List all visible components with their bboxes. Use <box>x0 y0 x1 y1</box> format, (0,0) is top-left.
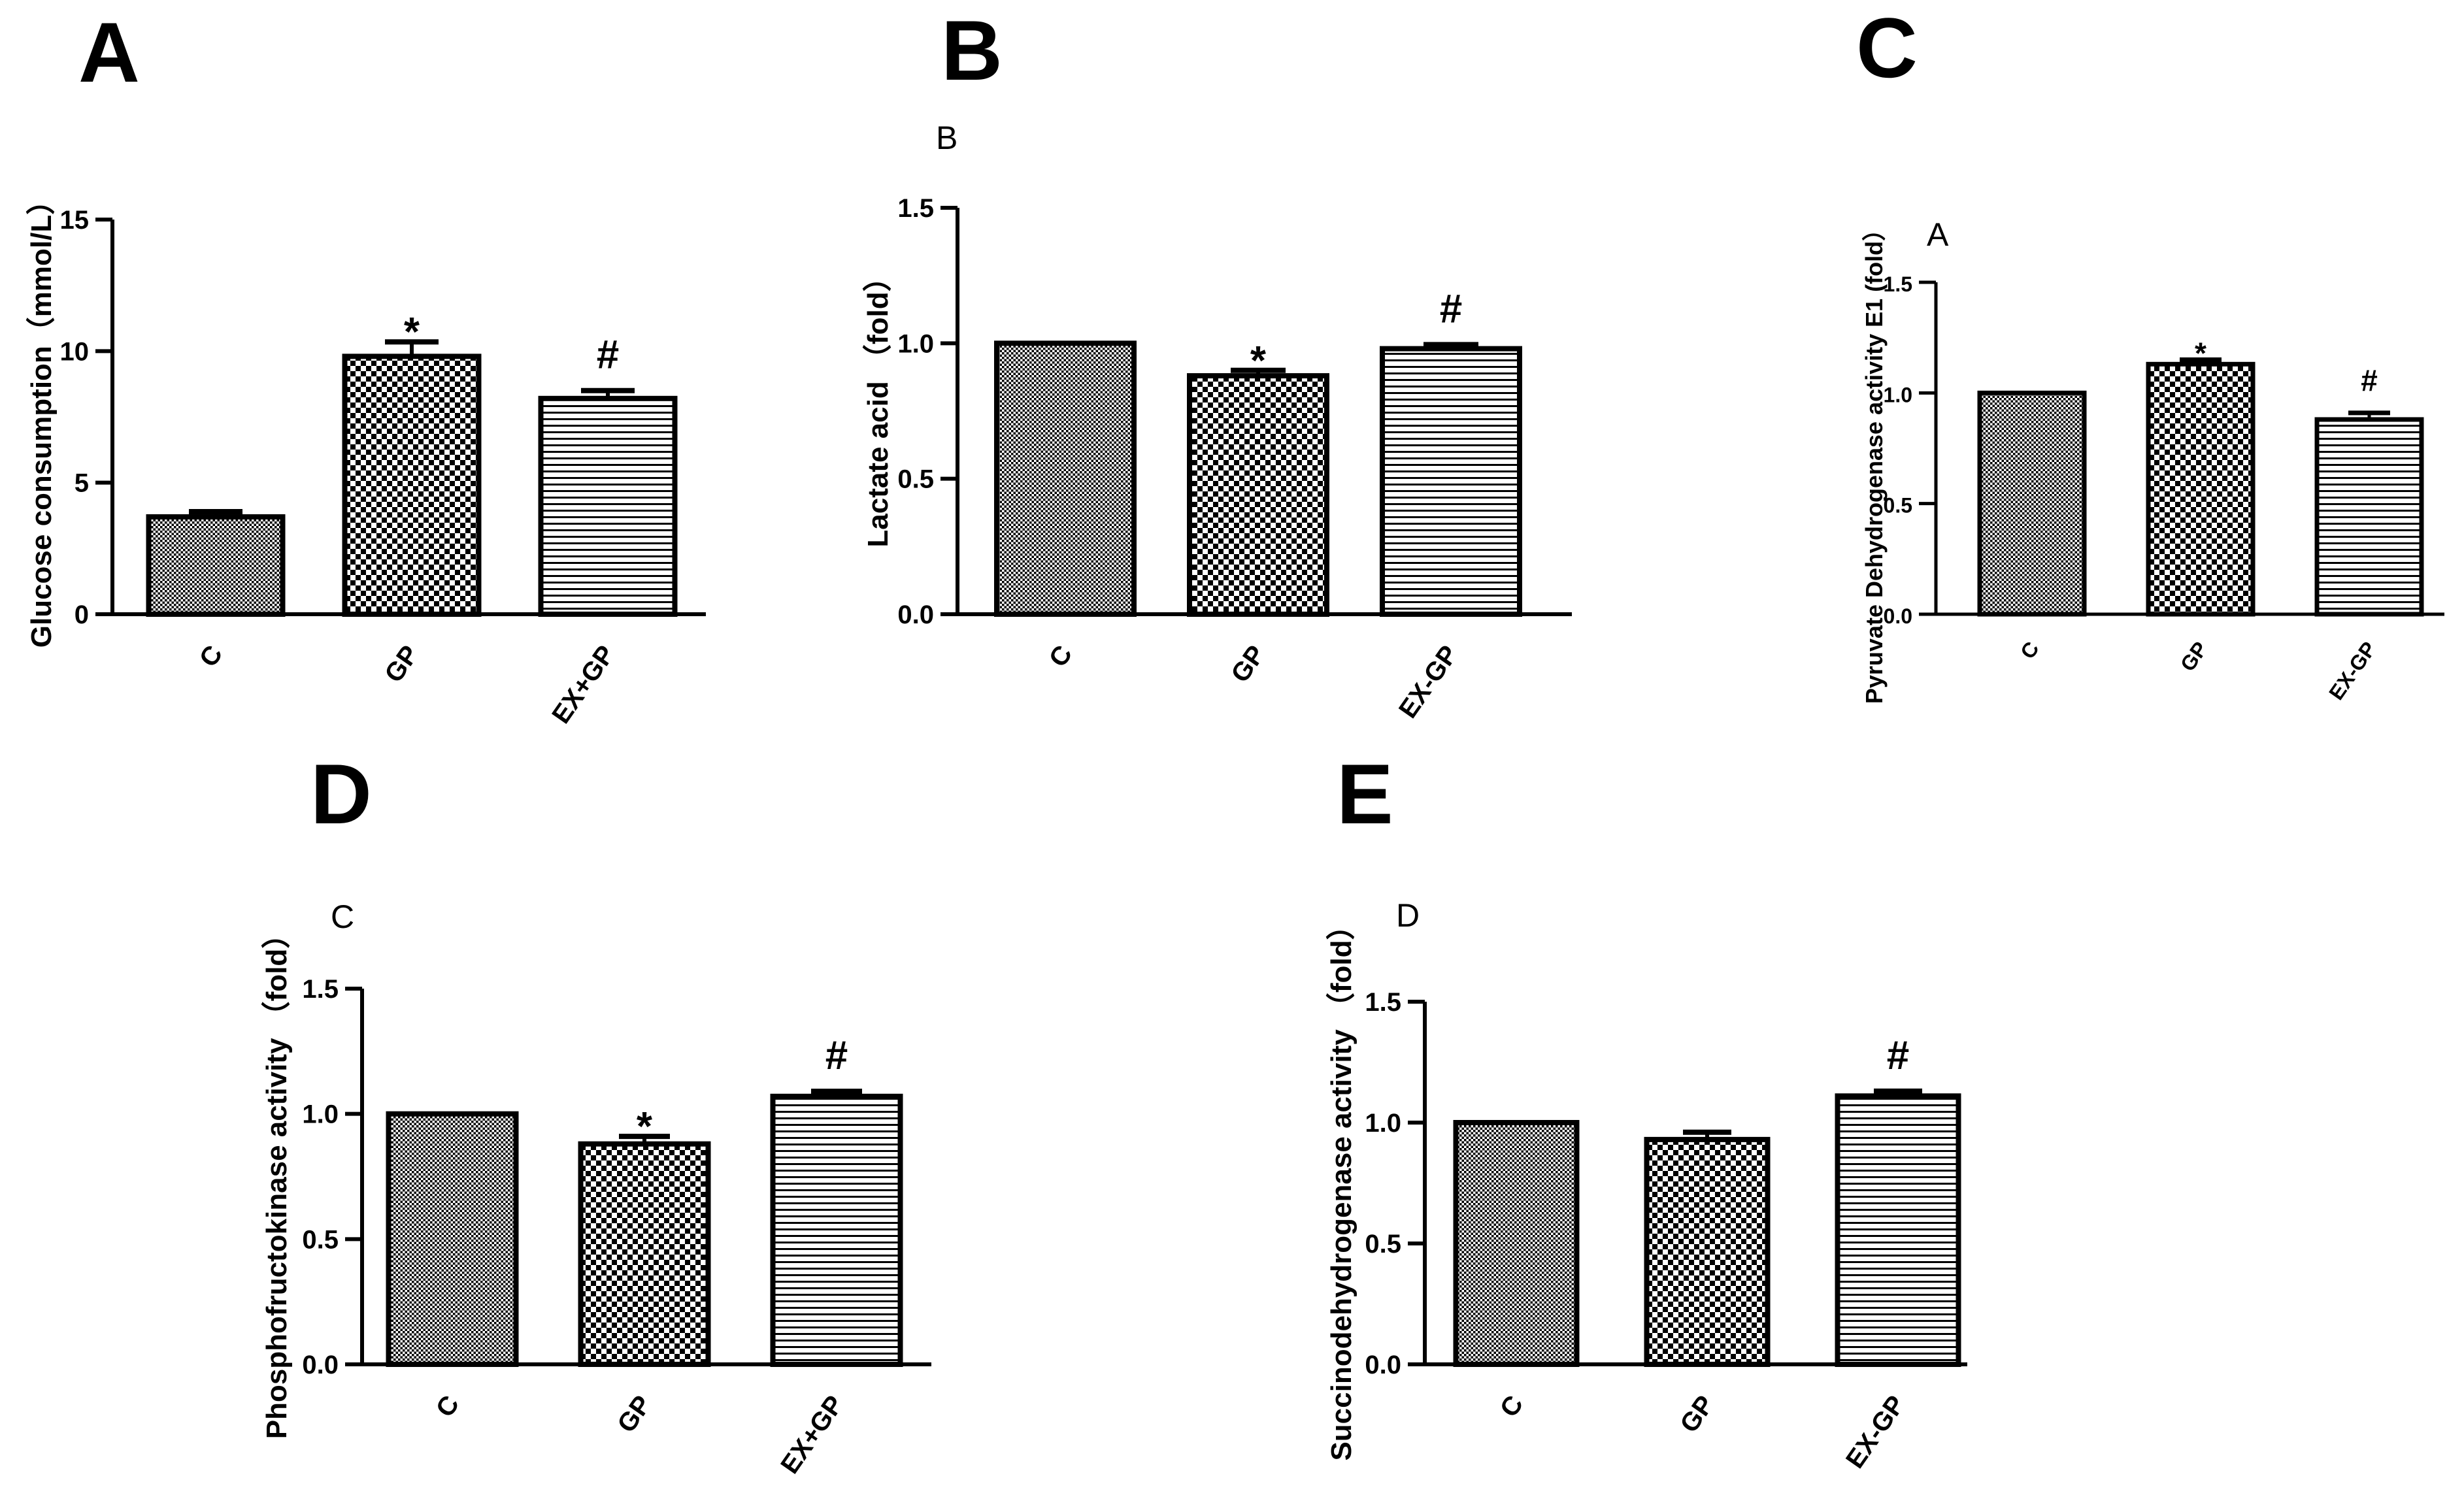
significance-hash: # <box>597 333 619 378</box>
y-tick-label: 1.5 <box>897 194 934 223</box>
y-axis-title: Pyruvate Dehydrogenase activity E1 (fold… <box>1861 218 1888 704</box>
y-tick-label: 0 <box>75 600 89 629</box>
x-category-label: EX-GP <box>1840 1390 1910 1473</box>
panel-letter: A <box>78 5 140 100</box>
y-tick-label: 1.5 <box>1884 272 1912 296</box>
x-category-label: C <box>194 640 229 672</box>
y-tick-label: 0.0 <box>897 600 934 629</box>
panel-sub-letter: D <box>1396 897 1420 934</box>
panel-sub-letter: B <box>936 120 957 156</box>
panel-letter: E <box>1337 746 1393 842</box>
x-category-label: C <box>431 1390 465 1423</box>
y-tick-label: 0.5 <box>1884 494 1912 518</box>
bar-gp <box>578 1141 711 1367</box>
y-tick-label: 1.0 <box>1365 1109 1401 1138</box>
bar-ex+gp <box>538 395 678 617</box>
x-category-label: C <box>1495 1390 1529 1423</box>
panel-letter: D <box>310 746 372 842</box>
x-category-label: GP <box>1674 1390 1720 1438</box>
y-tick-label: 0.0 <box>302 1351 339 1379</box>
y-axis-title: Succinodehydrogenase activity （fold） <box>1325 911 1357 1460</box>
x-category-label: EX-GP <box>2324 637 2381 704</box>
y-tick-label: 1.0 <box>1884 383 1912 406</box>
y-tick-label: 1.0 <box>302 1100 339 1129</box>
x-category-label: EX+GP <box>775 1390 849 1479</box>
y-axis-title: Glucose consumption（mmol/L） <box>25 186 58 648</box>
y-tick-label: 5 <box>75 469 89 498</box>
bar-c <box>994 340 1137 617</box>
y-axis-title: Lactate acid （fold） <box>862 263 894 547</box>
significance-asterisk: * <box>637 1104 653 1149</box>
bar-ex-gp <box>2314 417 2424 617</box>
panel-b: BB 0.0 0.5 1.0 1.5 Lactate acid （fold） C * GP # EX… <box>862 3 1572 723</box>
panel-d: D C 0.0 0.5 1.0 1.5 Phosphofructokinase activi… <box>261 746 931 1479</box>
bar-c <box>146 514 286 617</box>
y-axis-title: Phosphofructokinase activity （fold） <box>261 920 293 1439</box>
bar-ex-gp <box>1380 346 1522 617</box>
x-category-label: C <box>1044 640 1078 672</box>
bar-gp <box>1644 1136 1771 1368</box>
y-tick-label: 0.0 <box>1884 604 1912 628</box>
significance-asterisk: * <box>2195 337 2206 370</box>
y-tick-label: 0.0 <box>1365 1351 1401 1379</box>
panel-letter: B <box>941 3 1003 98</box>
y-tick-label: 15 <box>60 206 90 235</box>
y-tick-label: 1.5 <box>302 975 339 1004</box>
significance-hash: # <box>1887 1033 1909 1078</box>
bar-c <box>1453 1120 1580 1367</box>
significance-hash: # <box>825 1033 848 1078</box>
panel-e: E D 0.0 0.5 1.0 1.5 Succinodehydrogenase activ… <box>1325 746 1967 1473</box>
significance-asterisk: * <box>1250 338 1267 384</box>
y-tick-label: 0.5 <box>897 465 934 494</box>
x-category-label: GP <box>1225 640 1271 688</box>
bar-c <box>1977 390 2087 617</box>
panel-sub-letter: C <box>331 898 354 935</box>
bar-gp <box>1187 373 1329 617</box>
bar-ex+gp <box>770 1093 903 1368</box>
significance-hash: # <box>1440 286 1462 331</box>
panel-sub-letter: A <box>1927 216 1949 253</box>
bar-gp <box>2146 361 2256 617</box>
y-tick-label: 1.5 <box>1365 988 1401 1017</box>
x-category-label: GP <box>379 640 424 688</box>
bar-gp <box>342 354 482 617</box>
y-tick-label: 0.5 <box>1365 1230 1401 1258</box>
panel-letter: C <box>1856 0 1918 95</box>
significance-hash: # <box>2361 363 2378 397</box>
y-tick-label: 0.5 <box>302 1225 339 1254</box>
x-category-label: C <box>2016 637 2044 663</box>
significance-asterisk: * <box>404 310 420 355</box>
y-tick-label: 1.0 <box>897 329 934 358</box>
y-tick-label: 10 <box>60 337 90 366</box>
x-category-label: GP <box>2176 637 2212 676</box>
x-category-label: EX+GP <box>546 640 620 729</box>
bar-c <box>386 1111 519 1367</box>
bar-ex-gp <box>1835 1093 1961 1368</box>
x-category-label: EX-GP <box>1393 640 1463 723</box>
x-category-label: GP <box>612 1390 657 1438</box>
